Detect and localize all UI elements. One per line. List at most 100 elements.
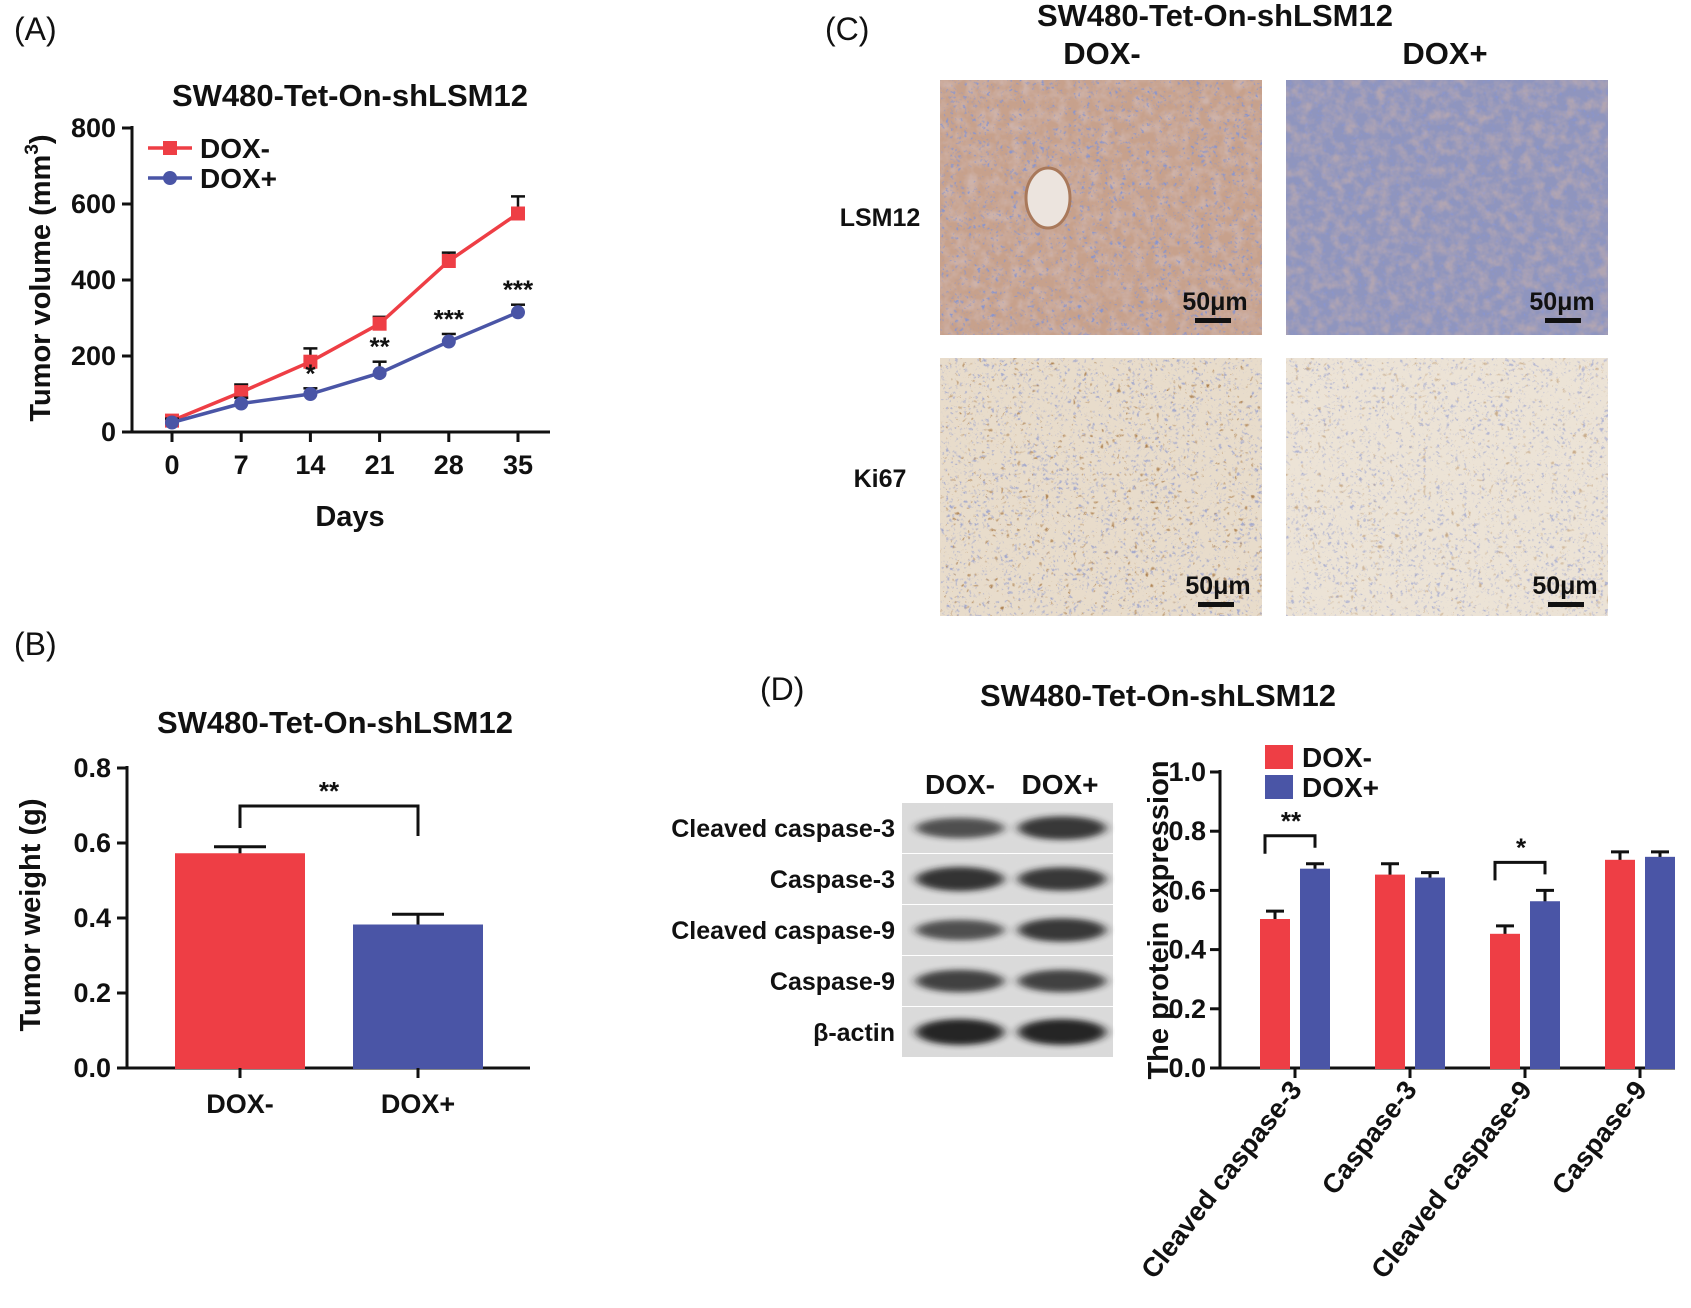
chart-a-point-dox-minus <box>441 254 456 268</box>
chart-b-plot-area: 0.0 0.2 0.4 0.6 0.8 DOX- DOX+ ** <box>73 753 530 1119</box>
ihc-image-lsm12-dox-minus: 50μm <box>940 80 1262 335</box>
chart-d-bar-dox-plus <box>1645 856 1675 1070</box>
chart-d-significance-label: ** <box>1281 806 1302 836</box>
chart-d-bar-dox-minus <box>1260 919 1290 1069</box>
legend-label-dox-plus: DOX+ <box>200 163 277 194</box>
blot-band <box>916 817 1004 839</box>
chart-d-significance-bracket <box>1493 860 1547 881</box>
blot-band <box>916 866 1004 892</box>
ihc-image-lsm12-dox-plus: 50μm <box>1286 80 1608 335</box>
chart-b-xtick-label: DOX+ <box>381 1089 455 1119</box>
legend-label-dox-minus: DOX- <box>200 133 270 164</box>
chart-d-xtick-label: Caspase-3 <box>1316 1075 1423 1200</box>
chart-a-point-dox-plus <box>234 396 249 411</box>
chart-a-xtick-label: 7 <box>234 450 249 480</box>
chart-d-bar-dox-minus <box>1490 933 1520 1069</box>
blot-band <box>1018 918 1106 942</box>
blot-col-label-dox-minus: DOX- <box>925 769 995 800</box>
chart-a-ytick-label: 200 <box>71 341 116 371</box>
chart-a-ytick-label: 0 <box>101 417 116 447</box>
chart-a-xtick-label: 28 <box>434 450 464 480</box>
blot-row-label: Cleaved caspase-3 <box>671 815 895 843</box>
chart-b-significance-bracket <box>238 804 420 836</box>
chart-a-point-dox-minus <box>234 385 249 400</box>
chart-a-point-dox-plus <box>165 415 179 430</box>
legend-label-dox-plus: DOX+ <box>1302 772 1379 803</box>
blot-band <box>1018 867 1106 891</box>
chart-d-bar-dox-plus <box>1415 877 1445 1069</box>
chart-d-ytick-label: 0.2 <box>1168 994 1206 1024</box>
chart-a-ylabel: Tumor volume (mm3) <box>22 134 57 421</box>
chart-b-ytick-label: 0.2 <box>73 978 111 1008</box>
legend-label-dox-minus: DOX- <box>1302 742 1372 773</box>
blot-row-label: Caspase-3 <box>770 866 895 894</box>
blot-rows: Cleaved caspase-3 Caspase-3 Cleaved caspas… <box>671 803 1113 1057</box>
legend-marker-dox-minus <box>163 141 177 155</box>
chart-b-ytick-label: 0.0 <box>73 1053 111 1083</box>
blot-band <box>1018 1019 1106 1045</box>
ihc-title: SW480-Tet-On-shLSM12 <box>1037 0 1393 33</box>
blot-row-label: Cleaved caspase-9 <box>671 917 895 945</box>
chart-d-ytick-label: 0.6 <box>1168 875 1206 905</box>
chart-a-point-dox-minus <box>372 316 387 331</box>
ihc-col-label-dox-minus: DOX- <box>1063 36 1141 71</box>
chart-a-significance-label: *** <box>503 275 534 305</box>
ihc-image-ki67-dox-minus: 50μm <box>940 358 1262 616</box>
chart-d-ytick-label: 0.4 <box>1168 935 1206 965</box>
panel-label-d: (D) <box>760 671 804 707</box>
chart-b-bar-dox-minus <box>175 853 305 1069</box>
chart-a-significance-label: *** <box>434 304 465 334</box>
panel-c-ihc: SW480-Tet-On-shLSM12 DOX- DOX+ LSM12 Ki6… <box>840 0 1608 616</box>
chart-b-ylabel: Tumor weight (g) <box>15 798 47 1031</box>
chart-a-tumor-volume: SW480-Tet-On-shLSM12 Tumor volume (mm3) … <box>22 78 550 533</box>
chart-a-xtick-label: 21 <box>365 450 395 480</box>
scale-bar-label: 50μm <box>1532 572 1597 600</box>
chart-b-tumor-weight: SW480-Tet-On-shLSM12 Tumor weight (g) 0.… <box>15 705 530 1119</box>
blot-band <box>1018 969 1106 993</box>
chart-d-bar-dox-plus <box>1300 868 1330 1069</box>
chart-d-xtick-label: Caspase-9 <box>1546 1075 1653 1200</box>
chart-b-ytick-label: 0.8 <box>73 753 111 783</box>
chart-a-xtick-label: 35 <box>503 450 533 480</box>
chart-a-xlabel: Days <box>315 501 384 533</box>
chart-a-xtick-label: 0 <box>164 450 179 480</box>
blot-band <box>1018 816 1106 840</box>
legend-swatch-dox-plus <box>1265 775 1293 799</box>
blot-band <box>916 919 1004 941</box>
chart-d-ytick-label: 0.0 <box>1168 1053 1206 1083</box>
chart-d-title: SW480-Tet-On-shLSM12 <box>980 678 1336 713</box>
blot-band <box>916 969 1004 993</box>
chart-b-xtick-label: DOX- <box>206 1089 274 1119</box>
chart-a-significance-label: ** <box>369 332 390 362</box>
chart-a-series-line-dox-minus <box>171 212 519 423</box>
chart-a-significance-label: * <box>305 358 316 388</box>
ihc-row-label-ki67: Ki67 <box>854 465 907 493</box>
chart-a-point-dox-plus <box>441 334 456 349</box>
chart-d-significance-label: * <box>1516 832 1527 862</box>
panel-label-c: (C) <box>825 11 869 47</box>
legend-swatch-dox-minus <box>1265 745 1293 769</box>
blot-col-label-dox-plus: DOX+ <box>1021 769 1098 800</box>
chart-d-ytick-label: 1.0 <box>1168 757 1206 787</box>
blot-band <box>916 1019 1004 1045</box>
chart-a-ytick-label: 400 <box>71 265 116 295</box>
ihc-image-ki67-dox-plus: 50μm <box>1286 358 1608 616</box>
chart-b-bar-dox-plus <box>353 924 483 1069</box>
chart-a-point-dox-plus <box>372 366 387 381</box>
chart-a-title: SW480-Tet-On-shLSM12 <box>172 78 528 113</box>
scale-bar-label: 50μm <box>1529 288 1594 316</box>
chart-a-ytick-label: 800 <box>71 113 116 143</box>
blot-row-label: β-actin <box>813 1019 895 1047</box>
chart-d-protein-expression: The protein expression 0.00.20.40.60.81.… <box>1135 742 1675 1284</box>
chart-a-point-dox-plus <box>511 305 525 320</box>
ihc-row-label-lsm12: LSM12 <box>840 204 921 232</box>
chart-d-bar-dox-minus <box>1375 874 1405 1069</box>
panel-label-b: (B) <box>14 626 57 662</box>
chart-a-point-dox-minus <box>511 206 525 221</box>
blot-row-label: Caspase-9 <box>770 968 895 996</box>
legend-marker-dox-plus <box>163 171 177 185</box>
chart-b-significance-label: ** <box>319 776 340 806</box>
